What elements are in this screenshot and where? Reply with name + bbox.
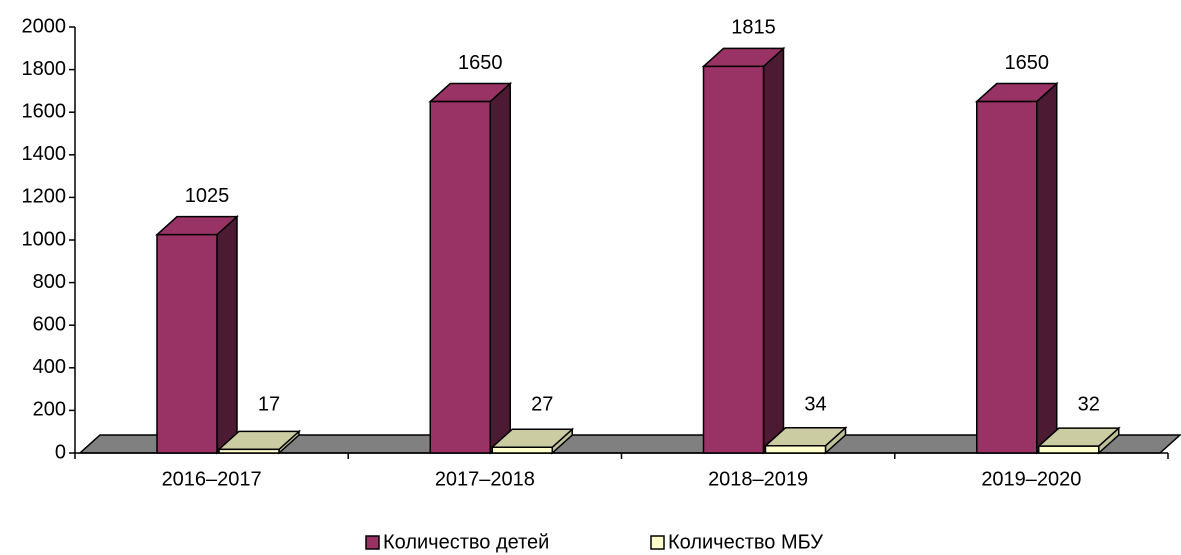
value-label: 32 (1078, 393, 1100, 415)
y-tick-label: 800 (33, 271, 66, 293)
value-label: 1815 (731, 17, 776, 39)
y-tick-label: 1400 (22, 143, 67, 165)
value-label: 1650 (1005, 52, 1050, 74)
bar-side (762, 46, 785, 455)
bar (490, 427, 575, 455)
bar (974, 81, 1059, 455)
y-tick-label: 1800 (22, 58, 67, 80)
bar-front (156, 233, 218, 454)
bar (155, 214, 239, 455)
y-tick-label: 1000 (22, 228, 67, 250)
bar-side (216, 214, 238, 455)
legend-swatch (365, 535, 380, 550)
x-tick-label: 2017–2018 (435, 468, 535, 490)
y-tick-label: 2000 (22, 15, 67, 37)
x-tick-label: 2018–2019 (708, 468, 808, 490)
bar (217, 429, 301, 455)
bar-side (489, 81, 511, 455)
x-tick-label: 2019–2020 (981, 468, 1081, 490)
y-tick-label: 600 (33, 313, 66, 335)
value-label: 1025 (185, 185, 230, 207)
bar-front (976, 100, 1038, 454)
value-label: 17 (258, 393, 280, 415)
bar (1036, 426, 1121, 455)
y-tick-label: 0 (55, 441, 66, 463)
y-tick-label: 1600 (22, 100, 67, 122)
bar-side (1036, 81, 1058, 455)
legend-label: Количество детей (383, 531, 549, 553)
legend-label: Количество МБУ (668, 531, 823, 553)
y-tick-label: 200 (33, 399, 66, 421)
value-label: 34 (804, 393, 826, 415)
legend-swatch (650, 535, 665, 550)
bar-front (491, 446, 553, 454)
value-label: 27 (531, 393, 553, 415)
bar (701, 46, 786, 455)
bar-front (429, 100, 491, 454)
bar (428, 81, 513, 455)
bar-front (702, 65, 765, 454)
value-label: 1650 (458, 52, 503, 74)
y-tick-label: 400 (33, 356, 66, 378)
bar (763, 426, 848, 455)
bar-front (218, 448, 280, 454)
bar-front (1038, 445, 1100, 454)
x-tick-label: 2016–2017 (162, 468, 262, 490)
bar-front (764, 445, 827, 454)
y-tick-label: 1200 (22, 186, 67, 208)
